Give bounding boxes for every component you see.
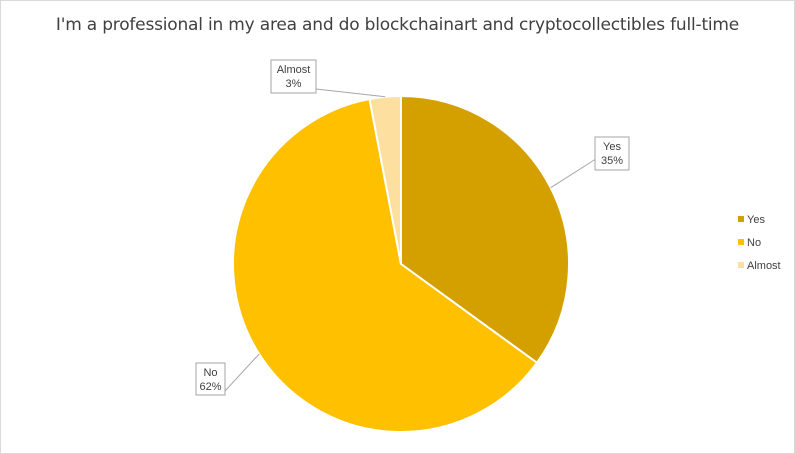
- data-label-category-yes: Yes: [603, 141, 621, 153]
- data-label-box-no: [195, 362, 226, 396]
- leader-line-almost: [315, 88, 386, 98]
- pie-slice-yes: [400, 94, 570, 365]
- data-label-category-no: No: [203, 367, 217, 379]
- chart-title: I'm a professional in my area and do blo…: [55, 15, 740, 35]
- data-label-value-yes: 35%: [601, 155, 623, 167]
- legend-swatch-yes: [738, 216, 744, 222]
- legend-label-yes: Yes: [747, 214, 765, 226]
- data-label-value-almost: 3%: [286, 78, 302, 90]
- data-label-box-almost: [270, 59, 317, 94]
- data-label-category-almost: Almost: [277, 64, 311, 76]
- legend-swatch-no: [738, 239, 744, 245]
- leader-line-yes: [550, 159, 596, 189]
- leader-line-no: [224, 353, 260, 392]
- legend-label-almost: Almost: [747, 260, 781, 272]
- data-label-box-yes: [594, 136, 630, 171]
- legend-label-no: No: [747, 237, 761, 249]
- data-label-value-no: 62%: [199, 381, 221, 393]
- legend-swatch-almost: [738, 262, 744, 268]
- pie-slice-no: [232, 97, 539, 433]
